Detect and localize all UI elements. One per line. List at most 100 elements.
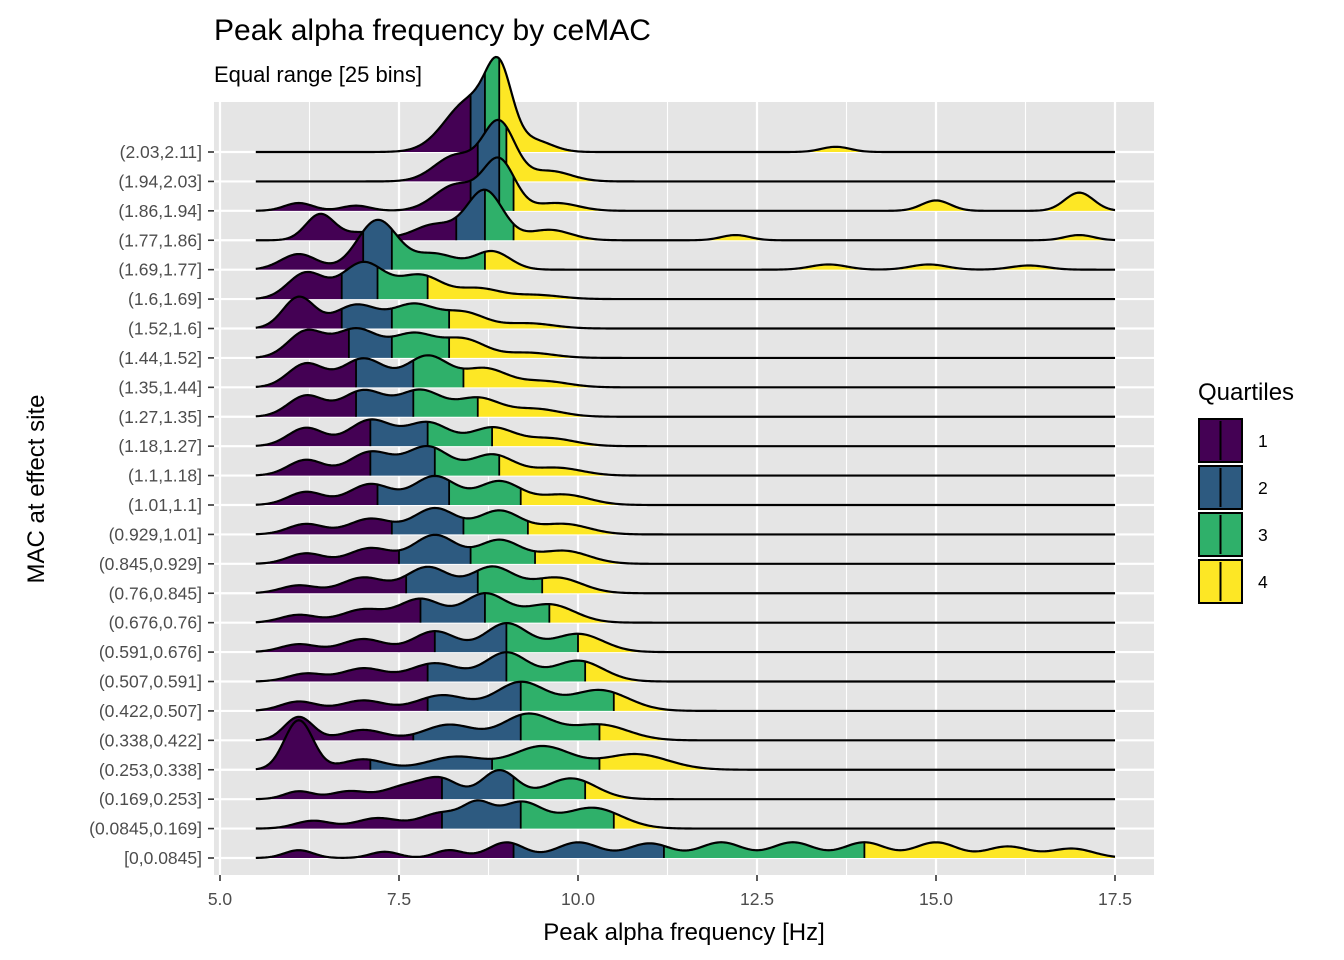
y-tick-label: (0.338,0.422] — [99, 730, 202, 750]
ridge-(1.35,1.44] — [255, 354, 1115, 389]
quartile-2-area — [427, 681, 521, 711]
density-outline — [255, 841, 1116, 860]
density-outline — [255, 506, 1115, 536]
quartile-3-area — [391, 229, 485, 270]
quartile-1-area — [255, 575, 407, 594]
quartile-2-area — [513, 842, 664, 858]
y-tick-label: (0.845,0.929] — [99, 554, 202, 574]
quartile-3-area — [391, 332, 450, 358]
y-tick-label: (0.676,0.76] — [109, 613, 202, 633]
quartile-2-area — [391, 507, 464, 535]
x-tick-label: 15.0 — [919, 889, 953, 909]
y-tick-label: (0.507,0.591] — [99, 672, 202, 692]
y-tick-label: (1.18,1.27] — [118, 436, 202, 456]
y-tick-label: (0.76,0.845] — [109, 583, 202, 603]
quartile-2-area — [434, 623, 507, 653]
y-tick-label: (0.0845,0.169] — [89, 819, 202, 839]
y-tick-label: (1.01,1.1] — [128, 495, 202, 515]
quartile-3-area — [520, 713, 600, 741]
y-tick-label: (1.1,1.18] — [128, 466, 202, 486]
ridge-(0.507,0.591] — [255, 651, 1115, 683]
density-outline — [255, 651, 1115, 683]
quartile-4-area — [599, 754, 1115, 770]
ridge-(1.27,1.35] — [255, 388, 1115, 418]
quartile-3-area — [434, 447, 500, 476]
quartile-1-area — [255, 842, 514, 858]
quartile-2-area — [356, 389, 414, 417]
quartile-3-area — [413, 389, 478, 417]
y-tick-label: (1.35,1.44] — [118, 377, 202, 397]
legend-key-4 — [1198, 559, 1243, 604]
density-outline — [255, 218, 1115, 271]
quartile-1-area — [255, 547, 399, 564]
ridge-(0.0845,0.169] — [255, 799, 1115, 830]
ridge-(0.169,0.253] — [255, 769, 1115, 801]
ridge-(1.77,1.86] — [255, 188, 1116, 242]
density-outline — [255, 354, 1115, 389]
y-axis: [0,0.0845] (0.0845,0.169] (0.169,0.253] (0.… — [89, 142, 214, 868]
quartile-2-area — [441, 770, 514, 800]
quartile-1-area — [255, 296, 342, 329]
quartile-4-area — [477, 397, 1115, 417]
quartile-2-area — [406, 566, 478, 594]
quartile-1-area — [255, 419, 371, 447]
density-outline — [255, 799, 1115, 830]
y-tick-label: (2.03,2.11] — [120, 142, 202, 162]
quartile-1-area — [255, 598, 421, 623]
x-axis: 5.0 7.5 10.0 12.5 15.0 17.5 — [208, 875, 1132, 909]
density-outline — [255, 188, 1116, 242]
quartile-3-area — [413, 355, 464, 388]
density-outline — [255, 260, 1115, 301]
quartile-1-area — [255, 391, 357, 417]
y-tick-label: (1.6,1.69] — [128, 289, 202, 309]
density-ridges — [255, 55, 1116, 860]
density-outline — [255, 418, 1115, 448]
legend-label: 1 — [1258, 431, 1268, 451]
quartile-2-area — [363, 219, 392, 270]
ridge-(1.18,1.27] — [255, 418, 1116, 448]
quartile-3-area — [470, 539, 536, 564]
quartile-4-area — [599, 724, 1115, 741]
quartile-3-area — [506, 652, 586, 682]
quartile-2-area — [341, 261, 378, 300]
quartile-3-area — [391, 303, 450, 329]
y-tick-label: (0.253,0.338] — [99, 760, 202, 780]
density-outline — [255, 156, 1116, 212]
quartile-4-area — [520, 488, 1115, 505]
y-tick-label: (0.591,0.676] — [99, 642, 202, 662]
quartile-2-area — [420, 593, 485, 623]
density-outline — [255, 712, 1115, 742]
ridge-(1.01,1.1] — [255, 474, 1115, 507]
quartile-2-area — [470, 72, 485, 152]
ridge-(0.676,0.76] — [255, 592, 1115, 624]
ridge-[0,0.0845] — [255, 841, 1116, 860]
quartile-1-area — [255, 94, 471, 152]
density-outline — [255, 55, 1115, 154]
y-tick-label: (0.169,0.253] — [99, 789, 202, 809]
density-outline — [255, 680, 1115, 713]
quartile-4-area — [492, 427, 1116, 447]
density-outline — [255, 118, 1115, 183]
x-tick-label: 12.5 — [740, 889, 774, 909]
y-tick-label: (1.27,1.35] — [118, 407, 202, 427]
x-axis-title: Peak alpha frequency [Hz] — [543, 919, 825, 946]
quartile-4-area — [499, 455, 1115, 476]
legend-label: 2 — [1258, 478, 1268, 498]
quartile-4-area — [542, 577, 1115, 594]
quartile-2-area — [456, 189, 485, 241]
quartile-1-area — [255, 359, 357, 388]
quartile-3-area — [513, 776, 586, 800]
ridge-(1.52,1.6] — [255, 295, 1115, 330]
density-outline — [255, 769, 1115, 801]
density-outline — [255, 327, 1115, 360]
legend-label: 4 — [1258, 572, 1268, 592]
quartile-1-area — [255, 143, 478, 182]
quartile-4-area — [527, 521, 1115, 535]
quartile-3-area — [449, 480, 521, 505]
quartile-3-area — [520, 681, 614, 711]
y-tick-label: (1.69,1.77] — [118, 260, 202, 280]
quartile-4-area — [463, 367, 1115, 388]
ridge-(0.591,0.676] — [255, 621, 1115, 654]
quartile-2-area — [427, 652, 507, 682]
